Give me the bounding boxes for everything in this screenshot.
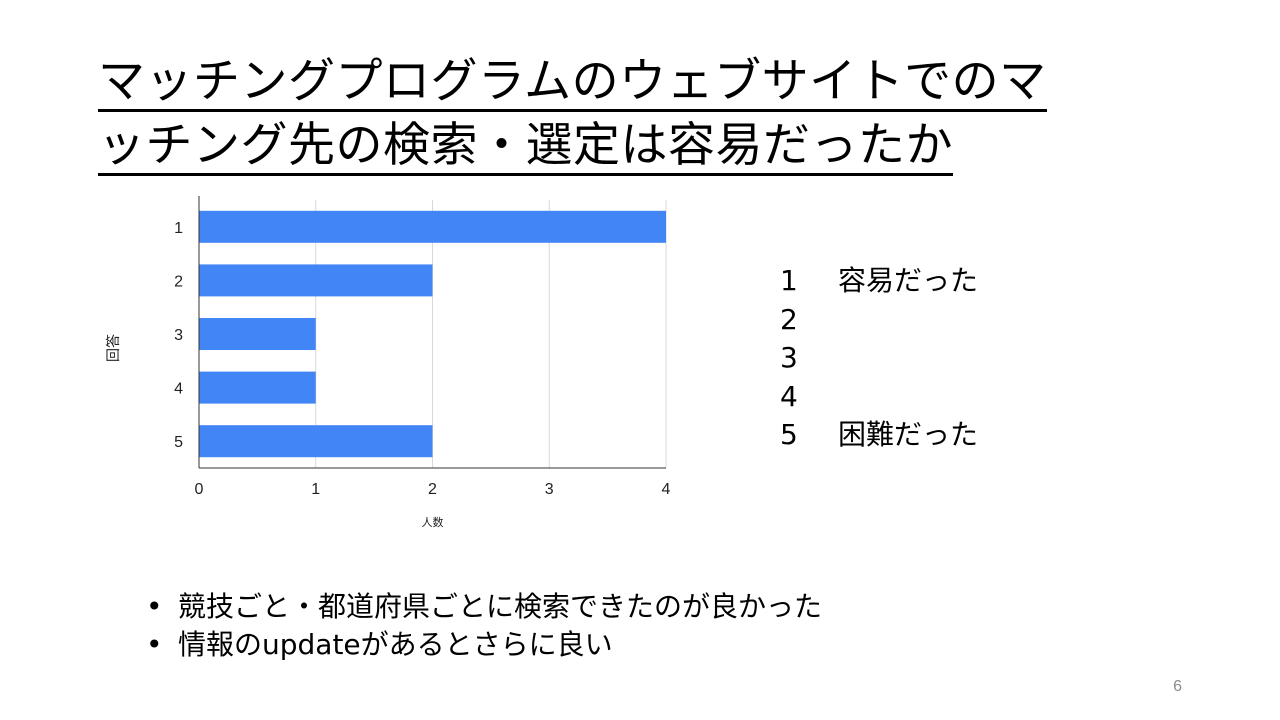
slide-title: マッチングプログラムのウェブサイトでのマ ッチング先の検索・選定は容易だったか <box>98 52 1178 180</box>
horizontal-bar-chart: 0 1 2 3 4 1 2 3 4 5 人数 回答 <box>105 196 671 529</box>
bar <box>199 264 433 297</box>
legend-number: 3 <box>780 341 798 374</box>
legend-label: 容易だった <box>838 264 979 297</box>
y-tick-label: 4 <box>174 381 183 398</box>
legend-row: 1 容易だった <box>780 262 978 301</box>
slide-title-line-2: ッチング先の検索・選定は容易だったか <box>98 119 953 176</box>
comment-item: • 情報のupdateがあるとさらに良い <box>146 626 822 664</box>
bar <box>199 318 316 350</box>
x-tick-label: 1 <box>311 481 320 498</box>
legend-label: 困難だった <box>838 418 979 451</box>
comment-text: 情報のupdateがあるとさらに良い <box>178 628 613 661</box>
page-number: 6 <box>1173 678 1182 695</box>
legend-row: 4 <box>780 378 978 417</box>
legend-number: 5 <box>780 418 798 451</box>
bar <box>199 425 433 458</box>
x-axis-title: 人数 <box>422 516 444 529</box>
x-tick-label: 3 <box>545 481 554 498</box>
legend-row: 2 <box>780 301 978 340</box>
y-tick-label: 3 <box>174 327 183 344</box>
bar <box>199 210 666 243</box>
y-tick-label: 2 <box>174 273 183 290</box>
x-tick-label: 0 <box>195 481 204 498</box>
x-tick-label: 4 <box>662 481 671 498</box>
comment-text: 競技ごと・都道府県ごとに検索できたのが良かった <box>178 590 823 623</box>
answer-scale-legend: 1 容易だった 2 3 4 5 困難だった <box>780 262 978 455</box>
y-tick-label: 5 <box>174 434 183 451</box>
bullet-icon: • <box>146 590 163 623</box>
legend-number: 2 <box>780 302 798 336</box>
slide-title-line-1: マッチングプログラムのウェブサイトでのマ <box>98 55 1047 112</box>
x-tick-label: 2 <box>428 481 437 498</box>
comment-list: • 競技ごと・都道府県ごとに検索できたのが良かった • 情報のupdateがある… <box>146 588 822 664</box>
bar <box>199 371 316 404</box>
comment-item: • 競技ごと・都道府県ごとに検索できたのが良かった <box>146 588 822 626</box>
legend-number: 4 <box>780 379 798 413</box>
legend-row: 3 <box>780 339 978 378</box>
legend-row: 5 困難だった <box>780 416 978 455</box>
bullet-icon: • <box>146 628 163 661</box>
y-axis-title: 回答 <box>105 334 121 362</box>
y-tick-label: 1 <box>174 220 183 237</box>
legend-number: 1 <box>780 264 798 297</box>
